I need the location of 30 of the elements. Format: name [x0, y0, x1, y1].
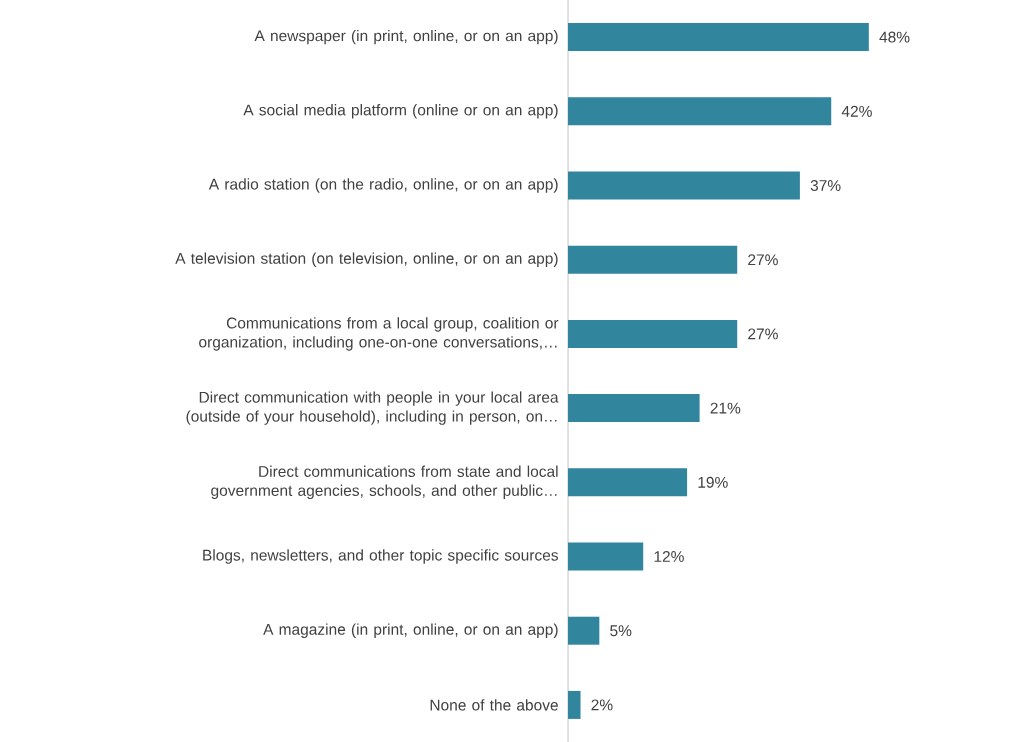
y-tick-label: A radio station (on the radio, online, or on an app) — [208, 178, 558, 193]
data-label: 5% — [610, 625, 632, 637]
bar — [568, 616, 600, 645]
bar — [568, 394, 700, 423]
y-tick-label: A magazine (in print, online, or on an app) — [263, 623, 558, 638]
bar — [568, 23, 869, 52]
y-tick-label: Communications from a local group, coalition or organization, including one-on-one conversations,… — [199, 317, 559, 351]
bar — [568, 319, 738, 348]
data-label: 21% — [710, 402, 741, 414]
bar — [568, 468, 688, 497]
bar — [568, 542, 644, 571]
data-label: 48% — [879, 31, 910, 43]
y-tick-label: Blogs, newsletters, and other topic specific sources — [203, 549, 559, 564]
y-tick-label: A television station (on television, online, or on an app) — [175, 252, 558, 267]
data-label: 42% — [841, 105, 872, 117]
y-tick-label: A social media platform (online or on an app) — [243, 104, 558, 119]
data-label: 37% — [810, 180, 841, 191]
y-tick-label: Direct communications from state and local government agencies, schools, and other public… — [211, 465, 558, 500]
y-tick-label: None of the above — [430, 699, 558, 711]
y-tick-label: Direct communication with people in your local area (outside of your household), including in person, on… — [186, 391, 559, 425]
bar — [568, 171, 800, 200]
y-tick-label: A newspaper (in print, online, or on an app) — [254, 29, 558, 45]
data-label: 27% — [748, 328, 778, 340]
bar — [568, 97, 832, 126]
bar — [568, 690, 581, 719]
bar — [568, 245, 738, 274]
data-label: 12% — [654, 551, 684, 562]
data-label: 27% — [748, 254, 778, 266]
data-label: 2% — [591, 699, 613, 711]
data-label: 19% — [698, 476, 728, 488]
